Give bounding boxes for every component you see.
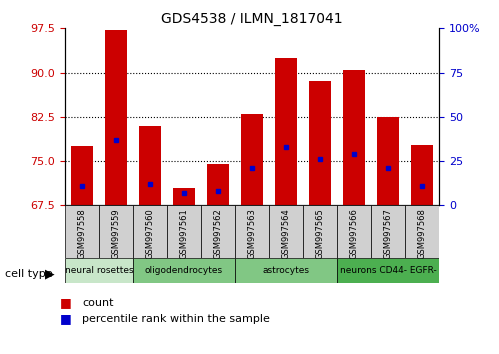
Bar (235, 258, 337, 283)
Text: GSM997566: GSM997566 (350, 208, 359, 259)
Bar (65, 258, 133, 283)
Text: GSM997564: GSM997564 (281, 208, 290, 259)
Bar (337, 258, 439, 283)
Bar (133, 205, 167, 258)
Bar (377, 117, 399, 205)
Text: GSM997563: GSM997563 (248, 208, 256, 259)
Text: neural rosettes: neural rosettes (64, 266, 133, 275)
Text: cell type: cell type (5, 269, 52, 279)
Text: GSM997568: GSM997568 (418, 208, 427, 259)
Text: GSM997561: GSM997561 (180, 208, 189, 259)
Title: GDS4538 / ILMN_1817041: GDS4538 / ILMN_1817041 (161, 12, 343, 26)
Bar (343, 70, 365, 205)
Text: oligodendrocytes: oligodendrocytes (145, 266, 223, 275)
Bar (167, 205, 201, 258)
Bar (65, 205, 99, 258)
Bar (173, 188, 195, 205)
Bar (411, 144, 433, 205)
Bar (269, 205, 303, 258)
Bar (371, 205, 405, 258)
Bar (207, 164, 229, 205)
Text: ▶: ▶ (45, 268, 55, 281)
Text: count: count (82, 298, 114, 308)
Text: GSM997558: GSM997558 (77, 208, 86, 259)
Text: GSM997559: GSM997559 (111, 208, 120, 259)
Text: percentile rank within the sample: percentile rank within the sample (82, 314, 270, 324)
Text: GSM997562: GSM997562 (214, 208, 223, 259)
Bar (337, 205, 371, 258)
Bar (309, 81, 331, 205)
Bar (139, 126, 161, 205)
Text: GSM997560: GSM997560 (145, 208, 154, 259)
Bar (201, 205, 235, 258)
Bar (71, 146, 93, 205)
Bar (235, 205, 269, 258)
Bar (133, 258, 235, 283)
Bar (275, 58, 297, 205)
Text: ■: ■ (60, 312, 72, 325)
Bar (105, 30, 127, 205)
Text: GSM997567: GSM997567 (384, 208, 393, 259)
Text: ■: ■ (60, 296, 72, 309)
Bar (99, 205, 133, 258)
Text: neurons CD44- EGFR-: neurons CD44- EGFR- (340, 266, 437, 275)
Text: GSM997565: GSM997565 (315, 208, 324, 259)
Bar (405, 205, 439, 258)
Text: astrocytes: astrocytes (262, 266, 309, 275)
Bar (303, 205, 337, 258)
Bar (241, 114, 263, 205)
